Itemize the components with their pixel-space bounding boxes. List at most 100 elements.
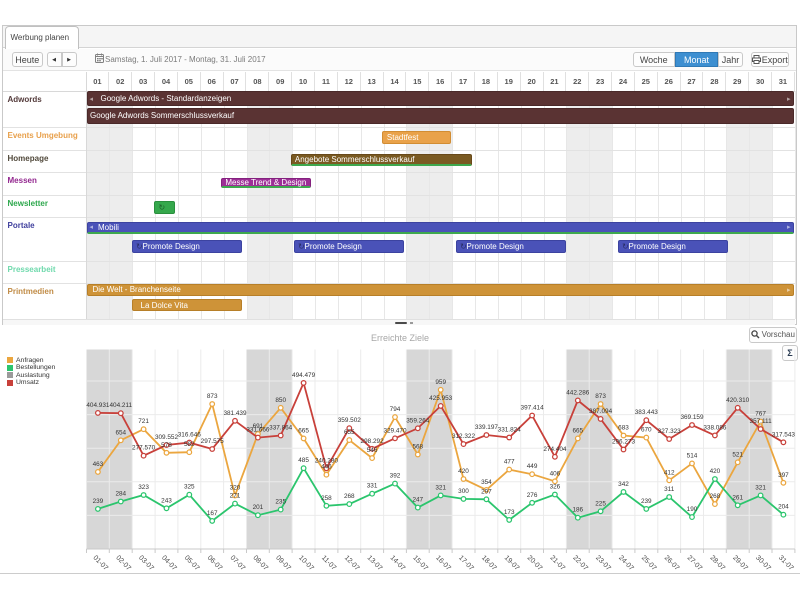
svg-text:268: 268: [710, 493, 721, 500]
svg-text:521: 521: [732, 451, 743, 458]
svg-text:406: 406: [550, 470, 561, 477]
svg-text:546: 546: [367, 447, 378, 454]
svg-text:173: 173: [504, 509, 515, 516]
svg-text:167: 167: [207, 510, 218, 517]
svg-text:873: 873: [595, 393, 606, 400]
svg-text:10-07: 10-07: [297, 555, 315, 573]
svg-text:19-07: 19-07: [503, 555, 521, 573]
svg-text:26-07: 26-07: [663, 555, 681, 573]
svg-text:485: 485: [298, 457, 309, 464]
svg-text:654: 654: [115, 429, 126, 436]
svg-text:190: 190: [687, 506, 698, 513]
svg-text:959: 959: [435, 379, 446, 386]
svg-text:24-07: 24-07: [617, 555, 635, 573]
svg-text:27-07: 27-07: [686, 555, 704, 573]
svg-text:02-07: 02-07: [114, 555, 132, 573]
svg-text:05-07: 05-07: [183, 555, 201, 573]
svg-text:446: 446: [321, 464, 332, 471]
svg-text:186: 186: [572, 507, 583, 514]
svg-text:239: 239: [641, 498, 652, 505]
svg-text:17-07: 17-07: [457, 555, 475, 573]
svg-text:338.086: 338.086: [703, 424, 727, 431]
svg-text:09-07: 09-07: [274, 555, 292, 573]
svg-text:342: 342: [618, 481, 629, 488]
svg-text:28-07: 28-07: [708, 555, 726, 573]
svg-text:412: 412: [664, 469, 675, 476]
svg-text:309.552: 309.552: [155, 434, 179, 441]
svg-text:327.323: 327.323: [658, 428, 682, 435]
svg-text:311: 311: [664, 486, 675, 493]
svg-text:276: 276: [527, 492, 538, 499]
svg-text:359.502: 359.502: [338, 417, 362, 424]
svg-text:392: 392: [390, 473, 401, 480]
svg-text:477: 477: [504, 459, 515, 466]
svg-text:420.310: 420.310: [726, 397, 750, 404]
svg-text:794: 794: [390, 406, 401, 413]
svg-text:274.404: 274.404: [543, 446, 567, 453]
svg-text:582: 582: [184, 441, 195, 448]
svg-text:261: 261: [732, 494, 743, 501]
svg-text:357.111: 357.111: [750, 418, 773, 425]
svg-text:01-07: 01-07: [91, 555, 109, 573]
svg-text:449: 449: [527, 463, 538, 470]
svg-text:404.211: 404.211: [109, 402, 132, 409]
svg-text:442.286: 442.286: [566, 389, 590, 396]
svg-text:204: 204: [778, 504, 789, 511]
svg-text:321: 321: [435, 484, 446, 491]
svg-text:359.264: 359.264: [406, 417, 430, 424]
svg-text:04-07: 04-07: [160, 555, 178, 573]
svg-text:31-07: 31-07: [777, 555, 795, 573]
svg-text:225: 225: [595, 500, 606, 507]
svg-text:329.470: 329.470: [383, 427, 407, 434]
svg-text:20-07: 20-07: [526, 555, 544, 573]
svg-text:296.273: 296.273: [612, 439, 636, 446]
svg-text:420: 420: [458, 468, 469, 475]
svg-text:326: 326: [550, 484, 561, 491]
svg-text:339.197: 339.197: [475, 424, 499, 431]
svg-text:655: 655: [344, 429, 355, 436]
svg-text:317.543: 317.543: [772, 431, 796, 438]
svg-text:25-07: 25-07: [640, 555, 658, 573]
svg-text:16-07: 16-07: [434, 555, 452, 573]
svg-text:514: 514: [687, 452, 698, 459]
svg-text:13-07: 13-07: [366, 555, 384, 573]
svg-text:397.414: 397.414: [521, 405, 545, 412]
svg-text:683: 683: [618, 425, 629, 432]
svg-text:277.570: 277.570: [132, 445, 156, 452]
svg-text:850: 850: [275, 397, 286, 404]
svg-text:297: 297: [481, 488, 492, 495]
svg-text:369.159: 369.159: [680, 414, 704, 421]
svg-text:235: 235: [275, 499, 286, 506]
svg-text:404.931: 404.931: [86, 402, 110, 409]
svg-text:494.479: 494.479: [292, 372, 316, 379]
svg-text:331.824: 331.824: [498, 427, 522, 434]
svg-text:23-07: 23-07: [594, 555, 612, 573]
svg-text:387.094: 387.094: [589, 408, 613, 415]
svg-text:03-07: 03-07: [137, 555, 155, 573]
svg-text:670: 670: [641, 427, 652, 434]
svg-text:243: 243: [161, 497, 172, 504]
svg-text:201: 201: [253, 504, 264, 511]
svg-text:297.575: 297.575: [201, 438, 225, 445]
svg-text:300: 300: [458, 488, 469, 495]
svg-text:721: 721: [138, 418, 149, 425]
svg-text:420: 420: [710, 468, 721, 475]
svg-text:568: 568: [412, 444, 423, 451]
svg-text:331: 331: [367, 483, 378, 490]
svg-text:337.864: 337.864: [269, 425, 293, 432]
svg-text:425.953: 425.953: [429, 395, 453, 402]
svg-text:381.439: 381.439: [223, 410, 247, 417]
svg-text:767: 767: [755, 411, 766, 418]
svg-text:18-07: 18-07: [480, 555, 498, 573]
svg-text:284: 284: [115, 491, 126, 498]
svg-text:14-07: 14-07: [389, 555, 407, 573]
svg-text:07-07: 07-07: [229, 555, 247, 573]
svg-text:354: 354: [481, 479, 492, 486]
svg-text:331.666: 331.666: [246, 427, 270, 434]
svg-text:325: 325: [184, 484, 195, 491]
svg-text:691: 691: [253, 423, 264, 430]
svg-text:30-07: 30-07: [754, 555, 772, 573]
svg-text:321: 321: [755, 484, 766, 491]
svg-text:383.443: 383.443: [635, 409, 659, 416]
svg-text:22-07: 22-07: [571, 555, 589, 573]
